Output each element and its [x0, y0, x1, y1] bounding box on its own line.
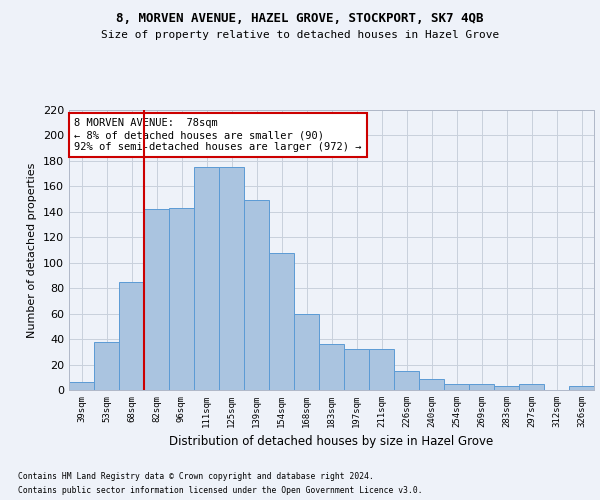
Bar — [344, 350, 369, 390]
Bar — [319, 344, 344, 390]
Bar — [169, 208, 194, 390]
Bar — [369, 350, 394, 390]
Text: Contains HM Land Registry data © Crown copyright and database right 2024.: Contains HM Land Registry data © Crown c… — [18, 472, 374, 481]
Bar — [394, 371, 419, 390]
Bar — [494, 386, 519, 390]
Text: Contains public sector information licensed under the Open Government Licence v3: Contains public sector information licen… — [18, 486, 422, 495]
Bar — [519, 384, 544, 390]
Bar — [69, 382, 94, 390]
Y-axis label: Number of detached properties: Number of detached properties — [28, 162, 37, 338]
Bar — [444, 384, 469, 390]
Bar — [244, 200, 269, 390]
Text: 8 MORVEN AVENUE:  78sqm
← 8% of detached houses are smaller (90)
92% of semi-det: 8 MORVEN AVENUE: 78sqm ← 8% of detached … — [74, 118, 362, 152]
Bar — [119, 282, 144, 390]
Bar — [469, 384, 494, 390]
Bar — [269, 252, 294, 390]
Bar — [94, 342, 119, 390]
Bar — [569, 386, 594, 390]
X-axis label: Distribution of detached houses by size in Hazel Grove: Distribution of detached houses by size … — [169, 436, 494, 448]
Text: 8, MORVEN AVENUE, HAZEL GROVE, STOCKPORT, SK7 4QB: 8, MORVEN AVENUE, HAZEL GROVE, STOCKPORT… — [116, 12, 484, 26]
Bar — [294, 314, 319, 390]
Bar — [194, 168, 219, 390]
Bar — [419, 378, 444, 390]
Bar — [144, 210, 169, 390]
Bar — [219, 168, 244, 390]
Text: Size of property relative to detached houses in Hazel Grove: Size of property relative to detached ho… — [101, 30, 499, 40]
